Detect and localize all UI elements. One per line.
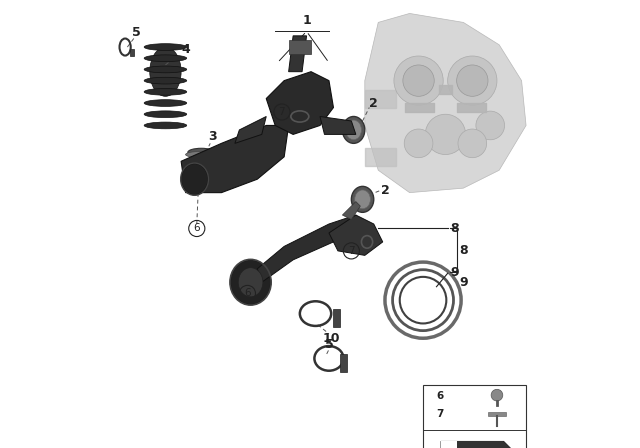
Polygon shape — [181, 125, 289, 193]
Text: 8: 8 — [459, 244, 468, 258]
Polygon shape — [235, 116, 266, 143]
Text: 6: 6 — [436, 392, 444, 401]
Circle shape — [476, 111, 504, 140]
Ellipse shape — [144, 55, 187, 62]
Polygon shape — [488, 412, 506, 416]
Ellipse shape — [144, 66, 187, 73]
Text: 3: 3 — [208, 130, 217, 143]
Polygon shape — [365, 90, 396, 108]
Text: 6: 6 — [244, 289, 251, 298]
Text: 8: 8 — [450, 222, 459, 235]
Text: 6: 6 — [193, 224, 200, 233]
Polygon shape — [130, 49, 134, 56]
Circle shape — [457, 65, 488, 96]
Polygon shape — [257, 215, 365, 282]
Text: 5: 5 — [132, 26, 141, 39]
Text: 5: 5 — [324, 338, 333, 352]
Polygon shape — [289, 36, 307, 72]
Text: 9: 9 — [459, 276, 468, 289]
Text: 10: 10 — [323, 332, 340, 345]
Polygon shape — [441, 441, 517, 448]
Ellipse shape — [186, 151, 217, 158]
Text: 7: 7 — [348, 246, 355, 256]
Ellipse shape — [144, 89, 187, 95]
Polygon shape — [289, 40, 311, 54]
Text: 1: 1 — [302, 13, 311, 27]
Ellipse shape — [150, 47, 181, 96]
Text: 4: 4 — [181, 43, 190, 56]
Ellipse shape — [342, 116, 365, 143]
Text: 9: 9 — [450, 266, 459, 279]
Circle shape — [448, 56, 497, 105]
Ellipse shape — [144, 99, 187, 107]
Text: 2: 2 — [381, 184, 389, 197]
Ellipse shape — [181, 164, 208, 195]
Ellipse shape — [144, 122, 187, 129]
Ellipse shape — [144, 43, 187, 51]
Ellipse shape — [230, 260, 271, 305]
Polygon shape — [340, 354, 347, 372]
Circle shape — [425, 114, 466, 155]
Polygon shape — [365, 148, 396, 166]
Polygon shape — [320, 116, 356, 134]
Polygon shape — [365, 13, 526, 193]
Polygon shape — [329, 215, 383, 255]
Polygon shape — [266, 72, 333, 134]
Circle shape — [458, 129, 486, 158]
Polygon shape — [342, 202, 360, 220]
Text: 205255: 205255 — [433, 423, 476, 433]
Circle shape — [404, 129, 433, 158]
Text: 7: 7 — [436, 409, 444, 419]
Polygon shape — [333, 309, 340, 327]
Ellipse shape — [188, 148, 215, 156]
Ellipse shape — [351, 186, 374, 212]
Circle shape — [394, 56, 443, 105]
Circle shape — [403, 65, 435, 96]
FancyBboxPatch shape — [423, 385, 526, 448]
Ellipse shape — [144, 77, 187, 84]
Ellipse shape — [346, 120, 362, 140]
Circle shape — [491, 389, 503, 401]
Text: 7: 7 — [278, 107, 285, 117]
Polygon shape — [441, 441, 457, 448]
Ellipse shape — [355, 190, 371, 209]
Text: 2: 2 — [369, 96, 378, 110]
Ellipse shape — [238, 268, 263, 297]
Ellipse shape — [144, 111, 187, 118]
